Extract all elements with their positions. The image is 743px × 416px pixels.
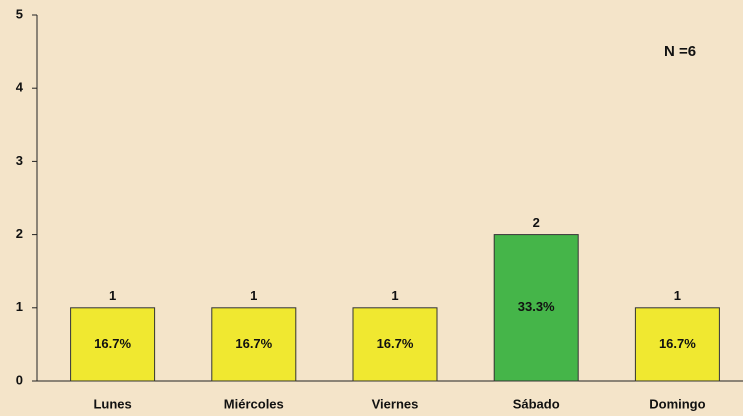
x-tick-label: Sábado — [513, 396, 560, 411]
y-tick-label: 4 — [16, 80, 24, 95]
y-tick-label: 0 — [16, 372, 23, 387]
annotation: N =6 — [664, 43, 696, 60]
x-tick-label: Miércoles — [224, 396, 284, 411]
value-label: 1 — [674, 288, 681, 303]
percent-label: 16.7% — [94, 336, 131, 351]
x-tick-label: Domingo — [649, 396, 705, 411]
percent-label: 16.7% — [235, 336, 272, 351]
value-label: 1 — [391, 288, 398, 303]
percent-label: 16.7% — [377, 336, 414, 351]
x-tick-label: Lunes — [93, 396, 131, 411]
y-tick-label: 2 — [16, 226, 23, 241]
value-label: 1 — [109, 288, 116, 303]
bar — [634, 307, 720, 382]
x-tick-label: Viernes — [372, 396, 419, 411]
bar — [211, 307, 297, 382]
percent-label: 33.3% — [518, 299, 555, 314]
value-label: 1 — [250, 288, 257, 303]
bar — [493, 234, 579, 382]
value-label: 2 — [533, 215, 540, 230]
bar — [70, 307, 156, 382]
y-tick-label: 5 — [16, 6, 23, 21]
percent-label: 16.7% — [659, 336, 696, 351]
y-tick-label: 1 — [16, 299, 23, 314]
y-tick-label: 3 — [16, 153, 23, 168]
bar — [352, 307, 438, 382]
